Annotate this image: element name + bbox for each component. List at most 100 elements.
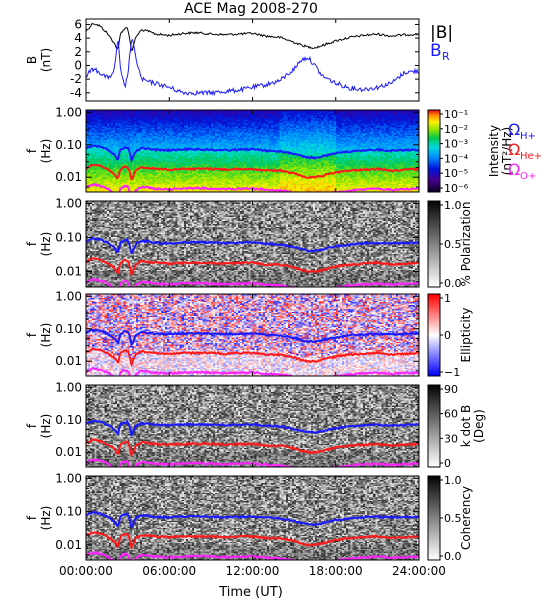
gyro-legend-subscript: He+ [520,151,542,162]
colorbar-label-text: k dot B [459,405,473,447]
legend-b-r-subscript: R [442,50,450,63]
y-tick-label: 4 [74,31,82,45]
colorbar-tick-label: 10⁻⁵ [444,167,468,180]
h-plus-gyro-line [86,419,419,438]
polarization-colorbar [428,201,440,287]
y-tick-label: 1.00 [55,196,82,210]
kdotb-colorbar-frame [427,384,441,468]
y-axis-label-line: f [25,332,39,337]
y-axis-label: f (Hz) [25,506,53,531]
y-axis-label-units: (Hz) [39,414,53,439]
y-axis-label-units: (nT) [39,48,53,72]
colorbar-tick-label: 60 [444,408,458,421]
h-plus-gyro-line [86,236,419,255]
y-axis-label: f (Hz) [25,139,53,164]
he-plus-gyro-line [86,438,419,458]
polarization-colorbar-label: % Polarization [459,202,473,287]
y-tick-label: 0.01 [55,354,82,368]
colorbar-label-text: % Polarization [459,202,473,287]
x-tick-label: 18:00:00 [309,564,363,578]
colorbar-tick-label: 10⁻³ [444,138,468,151]
coherency-gyro-lines [86,510,419,560]
gyro-legend-subscript: O+ [520,171,536,182]
colorbar-tick-label: 0.5 [444,512,462,525]
x-tick-label: 00:00:00 [59,564,113,578]
b-total-line [86,22,419,51]
colorbar-tick-label: 1.0 [444,474,462,487]
gyro-legend-subscript: H+ [520,131,536,142]
y-tick-label: 0.10 [55,413,82,427]
colorbar-units-text: (nT²/Hz) [500,127,514,175]
coherency-colorbar [428,476,440,560]
y-tick-label: 2 [74,45,82,59]
x-tick-label: 12:00:00 [226,564,280,578]
colorbar-tick-label: 90 [444,383,458,396]
y-axis-label-units: (Hz) [39,506,53,531]
figure-title: ACE Mag 2008-270 [184,1,318,17]
y-tick-label: 0.10 [55,230,82,244]
ellipticity-colorbar-label: Ellipticity [459,308,473,363]
y-axis-label: f (Hz) [25,323,53,348]
y-tick-label: 1.00 [55,471,82,485]
he-plus-gyro-line [86,531,419,551]
kdotb-colorbar-label: k dot B (Deg) [459,405,486,447]
y-axis-label-units: (Hz) [39,232,53,257]
x-tick-label: 24:00:00 [392,564,446,578]
h-plus-gyro-line [86,328,419,348]
y-tick-label: 0.01 [55,170,82,184]
colorbar-tick-label: 0.5 [444,238,462,251]
b-r-line [86,38,419,97]
legend-b-r: B [430,41,442,61]
colorbar-tick-label: 1.0 [444,199,462,212]
x-tick-label: 06:00:00 [142,564,196,578]
y-tick-label: 1.00 [55,380,82,394]
gyro-legend-symbol: Ω [508,160,520,179]
colorbar-tick-label: 0 [444,457,451,470]
y-tick-label: 6 [74,17,82,31]
y-axis-label: f (Hz) [25,232,53,257]
y-axis-label: f (Hz) [25,414,53,439]
kdotb-colorbar [428,385,440,467]
h-plus-gyro-line [86,144,419,163]
colorbar-tick-label: 1 [444,292,451,305]
y-axis-label-units: (Hz) [39,139,53,164]
colorbar-tick-label: 10⁻⁶ [444,182,469,195]
colorbar-units-text: (Deg) [472,409,486,443]
data-layer [86,22,419,560]
y-axis-label-line: f [25,423,39,428]
colorbar-label-text: Ellipticity [459,308,473,363]
y-tick-label: 0 [74,58,82,72]
colorbar-tick-label: 10⁻⁴ [444,152,469,165]
he-plus-gyro-line [86,257,419,277]
he-plus-gyro-line [86,163,419,181]
colorbar-tick-label: 0.0 [444,277,462,290]
power-gyro-lines [86,144,419,192]
o-plus-gyro-line [86,182,419,192]
x-axis-label: Time (UT) [218,585,283,600]
y-axis-label-line: B [25,56,39,64]
y-tick-label: -2 [70,72,82,86]
power-colorbar-label: Intensity (nT²/Hz) [487,125,514,177]
y-axis-label-line: f [25,148,39,153]
y-axis-label-line: f [25,241,39,246]
o-plus-gyro-line [86,550,419,560]
power-colorbar [428,110,440,192]
colorbar-label-text: Intensity [487,125,501,177]
y-tick-label: 0.01 [55,445,82,459]
y-tick-label: 0.01 [55,538,82,552]
coherency-colorbar-label: Coherency [459,486,473,550]
b-field-lines [86,22,419,97]
ellipticity-colorbar [428,294,440,376]
colorbar-tick-label: 30 [444,432,458,445]
gyro-legend-symbol: Ω [508,120,520,139]
y-tick-label: 0.10 [55,322,82,336]
h-plus-gyro-line [86,510,419,529]
power-colorbar-frame [427,109,441,193]
colorbar-label-text: Coherency [459,486,473,550]
colorbar-tick-label: 0.0 [444,550,462,563]
legend-b-total: |B| [430,23,453,43]
y-tick-label: 0.10 [55,505,82,519]
he-plus-gyro-line [86,347,419,368]
